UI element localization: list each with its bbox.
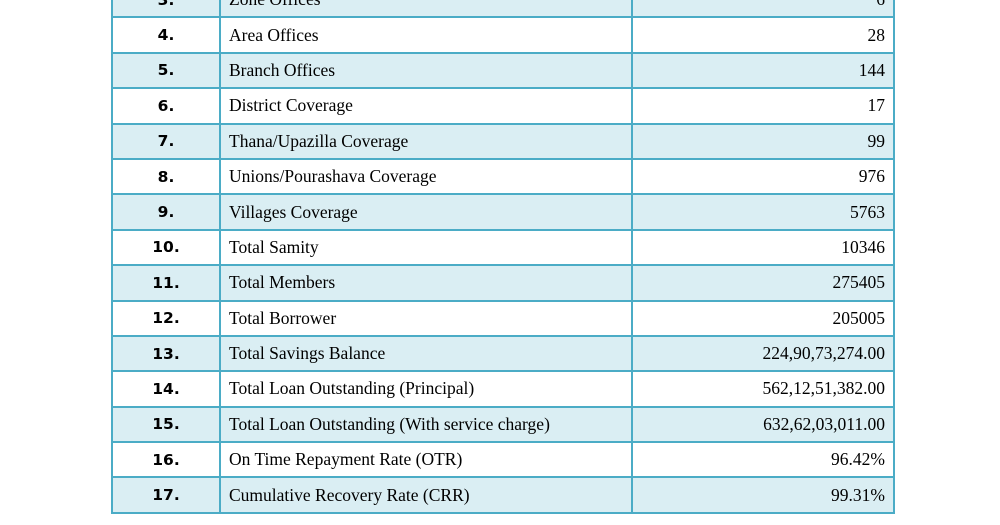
statistics-table-container: 3.Zone Offices64.Area Offices285.Branch …: [111, 0, 895, 514]
row-label: Thana/Upazilla Coverage: [219, 122, 633, 160]
row-label: On Time Repayment Rate (OTR): [219, 441, 633, 479]
table-row: 16. On Time Repayment Rate (OTR) 96.42%: [111, 441, 895, 479]
table-row: 13. Total Savings Balance 224,90,73,274.00: [111, 334, 895, 373]
row-value: 6: [631, 0, 895, 19]
table-row: 15. Total Loan Outstanding (With service …: [111, 405, 895, 444]
table-row: 9. Villages Coverage 5763: [111, 193, 895, 231]
row-number: 9.: [111, 193, 221, 231]
row-number: 10.: [111, 228, 221, 267]
row-value: 10346: [631, 228, 895, 267]
row-label: District Coverage: [219, 87, 633, 125]
table-row: 10. Total Samity 10346: [111, 228, 895, 267]
row-label: Total Loan Outstanding (With service cha…: [219, 405, 633, 444]
statistics-table: 3.Zone Offices64.Area Offices285.Branch …: [111, 0, 895, 514]
table-row: 8. Unions/Pourashava Coverage 976: [111, 157, 895, 196]
row-number: 16.: [111, 441, 221, 479]
row-number: 13.: [111, 334, 221, 373]
table-row: 6. District Coverage 17: [111, 87, 895, 125]
row-value: 5763: [631, 193, 895, 231]
row-value: 99: [631, 122, 895, 160]
row-label: Total Loan Outstanding (Principal): [219, 370, 633, 408]
row-value: 17: [631, 87, 895, 125]
table-row: 7. Thana/Upazilla Coverage 99: [111, 122, 895, 160]
row-value: 562,12,51,382.00: [631, 370, 895, 408]
row-number: 12.: [111, 299, 221, 337]
row-label: Total Savings Balance: [219, 334, 633, 373]
row-value: 99.31%: [631, 476, 895, 514]
row-label: Zone Offices: [219, 0, 633, 19]
row-value: 632,62,03,011.00: [631, 405, 895, 444]
row-value: 275405: [631, 264, 895, 302]
row-number: 8.: [111, 157, 221, 196]
row-number: 15.: [111, 405, 221, 444]
table-row: 17. Cumulative Recovery Rate (CRR) 99.31%: [111, 476, 895, 514]
row-value: 224,90,73,274.00: [631, 334, 895, 373]
table-body: 3.Zone Offices64.Area Offices285.Branch …: [111, 0, 895, 514]
row-number: 14.: [111, 370, 221, 408]
row-label: Total Members: [219, 264, 633, 302]
row-label: Total Borrower: [219, 299, 633, 337]
row-label: Cumulative Recovery Rate (CRR): [219, 476, 633, 514]
table-row: 4. Area Offices 28: [111, 16, 895, 54]
row-number: 5.: [111, 51, 221, 90]
table-row: 5. Branch Offices 144: [111, 51, 895, 90]
row-label: Villages Coverage: [219, 193, 633, 231]
row-number: 3.: [111, 0, 221, 19]
row-label: Total Samity: [219, 228, 633, 267]
row-value: 28: [631, 16, 895, 54]
row-label: Branch Offices: [219, 51, 633, 90]
row-number: 11.: [111, 264, 221, 302]
row-value: 205005: [631, 299, 895, 337]
row-number: 4.: [111, 16, 221, 54]
row-value: 144: [631, 51, 895, 90]
row-label: Unions/Pourashava Coverage: [219, 157, 633, 196]
row-label: Area Offices: [219, 16, 633, 54]
row-number: 6.: [111, 87, 221, 125]
row-number: 17.: [111, 476, 221, 514]
table-row: 3.Zone Offices6: [111, 0, 895, 19]
row-number: 7.: [111, 122, 221, 160]
table-row: 14. Total Loan Outstanding (Principal) 562…: [111, 370, 895, 408]
row-value: 976: [631, 157, 895, 196]
row-value: 96.42%: [631, 441, 895, 479]
table-row: 11. Total Members 275405: [111, 264, 895, 302]
table-row: 12. Total Borrower 205005: [111, 299, 895, 337]
